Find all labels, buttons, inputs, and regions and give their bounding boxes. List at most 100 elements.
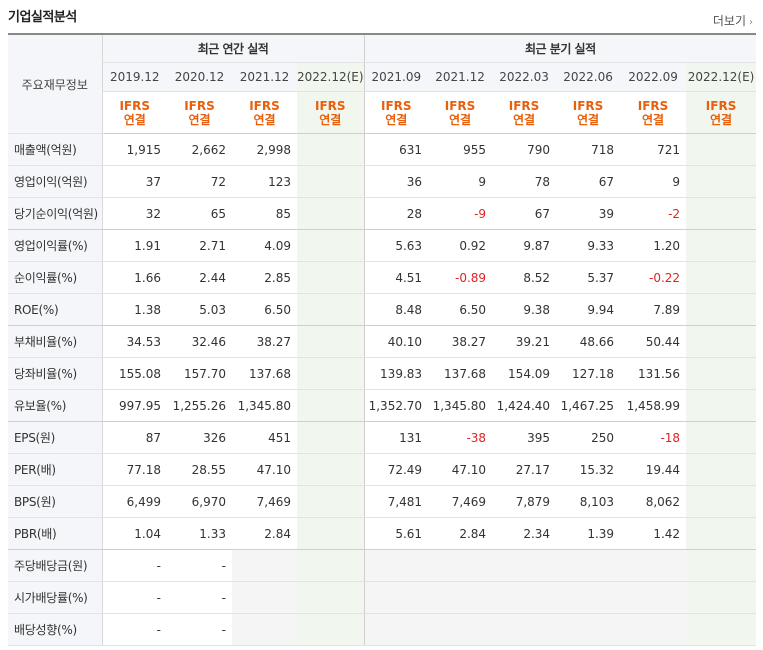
table-cell: 50.44 xyxy=(620,325,687,358)
table-cell xyxy=(297,229,365,262)
table-cell: 1,915 xyxy=(102,133,167,166)
table-cell: 36 xyxy=(363,165,429,198)
table-cell: 123 xyxy=(232,165,297,198)
table-cell xyxy=(428,581,493,614)
annual-group-header: 최근 연간 실적 xyxy=(102,33,365,63)
table-row: 시가배당률(%) - - xyxy=(8,581,757,614)
table-row: 영업이익률(%) 1.91 2.71 4.09 5.63 0.92 9.87 9.33 1.20 xyxy=(8,229,757,262)
table-cell: 2.34 xyxy=(492,517,557,550)
std-line1: IFRS xyxy=(119,98,151,113)
table-cell: 39 xyxy=(556,197,621,230)
std-line2: 연결 xyxy=(123,112,146,127)
table-cell xyxy=(686,165,757,198)
std-line2: 연결 xyxy=(449,112,472,127)
period-header: 2022.03 xyxy=(492,62,557,92)
table-cell: 131 xyxy=(363,421,429,454)
table-cell: 137.68 xyxy=(428,357,493,390)
period-header: 2022.12(E) xyxy=(297,62,365,92)
row-label: 영업이익(억원) xyxy=(8,165,103,198)
table-row: 배당성향(%) - - xyxy=(8,613,757,646)
std-line2: 연결 xyxy=(513,112,536,127)
period-header: 2022.06 xyxy=(556,62,621,92)
row-label: 부채비율(%) xyxy=(8,325,103,358)
table-cell: 28 xyxy=(363,197,429,230)
table-cell xyxy=(297,325,365,358)
std-line1: IFRS xyxy=(381,98,412,113)
accounting-standard-badge: IFRS 연결 xyxy=(363,91,429,134)
table-cell: 47.10 xyxy=(428,453,493,486)
table-cell: 7,879 xyxy=(492,485,557,518)
period-header: 2019.12 xyxy=(102,62,167,92)
table-cell: 6,970 xyxy=(167,485,232,518)
table-cell: 48.66 xyxy=(556,325,621,358)
table-row: 당좌비율(%) 155.08 157.70 137.68 139.83 137.68 154… xyxy=(8,357,757,390)
table-row: BPS(원) 6,499 6,970 7,469 7,481 7,469 7,879 8,10… xyxy=(8,485,757,518)
table-cell: -0.22 xyxy=(620,261,687,294)
std-line2: 연결 xyxy=(710,112,733,127)
table-cell: 1,467.25 xyxy=(556,389,621,422)
table-cell: 395 xyxy=(492,421,557,454)
table-cell xyxy=(297,389,365,422)
table-cell: 790 xyxy=(492,133,557,166)
more-link[interactable]: 더보기 › xyxy=(713,12,753,29)
table-cell xyxy=(297,453,365,486)
table-cell: 9.33 xyxy=(556,229,621,262)
table-cell xyxy=(297,549,365,582)
table-cell xyxy=(297,581,365,614)
table-cell: 38.27 xyxy=(428,325,493,358)
std-line2: 연결 xyxy=(319,112,342,127)
accounting-standard-badge: IFRS 연결 xyxy=(492,91,557,134)
table-cell: - xyxy=(102,549,167,582)
std-line1: IFRS xyxy=(508,98,540,113)
table-cell: 451 xyxy=(232,421,297,454)
table-cell: 2,662 xyxy=(167,133,232,166)
table-cell: 955 xyxy=(428,133,493,166)
table-cell xyxy=(686,261,757,294)
table-cell xyxy=(297,421,365,454)
accounting-standard-badge: IFRS 연결 xyxy=(102,91,167,134)
table-row: 순이익률(%) 1.66 2.44 2.85 4.51 -0.89 8.52 5.37 -0.2… xyxy=(8,261,757,294)
accounting-standard-badge: IFRS 연결 xyxy=(167,91,232,134)
std-line1: IFRS xyxy=(444,98,476,113)
table-cell xyxy=(620,549,687,582)
table-cell: 127.18 xyxy=(556,357,621,390)
std-line2: 연결 xyxy=(385,112,408,127)
table-cell xyxy=(297,165,365,198)
table-cell: 8,103 xyxy=(556,485,621,518)
table-cell: 157.70 xyxy=(167,357,232,390)
table-cell: 6.50 xyxy=(232,293,297,326)
row-label: 배당성향(%) xyxy=(8,613,103,646)
table-cell: 27.17 xyxy=(492,453,557,486)
table-cell: 1,458.99 xyxy=(620,389,687,422)
table-row: 부채비율(%) 34.53 32.46 38.27 40.10 38.27 39.21 48.… xyxy=(8,325,757,358)
accounting-standard-badge: IFRS 연결 xyxy=(297,91,365,134)
table-cell: 250 xyxy=(556,421,621,454)
row-label: 당기순이익(억원) xyxy=(8,197,103,230)
table-cell: 2.44 xyxy=(167,261,232,294)
table-cell xyxy=(297,613,365,646)
table-cell xyxy=(686,293,757,326)
table-row: EPS(원) 87 326 451 131 -38 395 250 -18 xyxy=(8,421,757,454)
table-cell xyxy=(686,613,757,646)
table-cell: 155.08 xyxy=(102,357,167,390)
table-cell: 1,255.26 xyxy=(167,389,232,422)
table-cell: 1.38 xyxy=(102,293,167,326)
std-line1: IFRS xyxy=(572,98,604,113)
std-line2: 연결 xyxy=(188,112,211,127)
section-title: 기업실적분석 xyxy=(8,10,77,25)
table-cell: 9 xyxy=(620,165,687,198)
table-cell: 8.48 xyxy=(363,293,429,326)
row-label: 순이익률(%) xyxy=(8,261,103,294)
table-cell: 7.89 xyxy=(620,293,687,326)
table-row: 주당배당금(원) - - xyxy=(8,549,757,582)
table-cell: 39.21 xyxy=(492,325,557,358)
table-cell: 997.95 xyxy=(102,389,167,422)
row-label: ROE(%) xyxy=(8,293,103,326)
table-row: PER(배) 77.18 28.55 47.10 72.49 47.10 27.17 15.3… xyxy=(8,453,757,486)
table-cell: 1.42 xyxy=(620,517,687,550)
table-cell xyxy=(686,581,757,614)
chevron-right-icon: › xyxy=(749,17,753,28)
quarter-group-header: 최근 분기 실적 xyxy=(363,33,757,63)
table-cell: 137.68 xyxy=(232,357,297,390)
table-cell xyxy=(686,517,757,550)
